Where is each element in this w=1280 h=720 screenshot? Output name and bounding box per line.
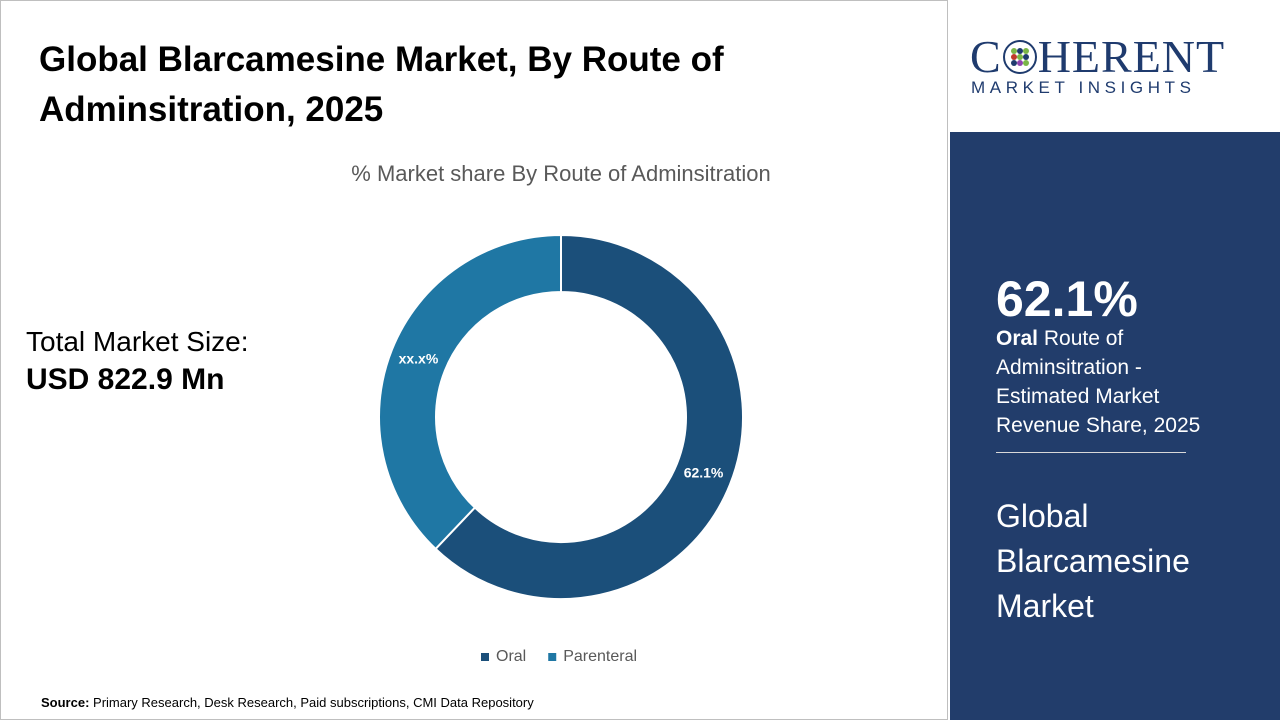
pie-slice [434, 233, 744, 600]
panel-title: Global Blarcamesine Market [996, 498, 1190, 624]
slide-title: Global Blarcamesine Market, By Route of … [39, 40, 724, 129]
logo-name-start: C [970, 31, 1002, 82]
logo-name: C HERENT [970, 30, 1225, 83]
logo-tagline: MARKET INSIGHTS [971, 78, 1196, 97]
highlight-value: 62.1% [996, 271, 1138, 327]
pie-slice [378, 233, 562, 551]
chart: % Market share By Route of Adminsitratio… [351, 161, 770, 665]
logo-name-end: HERENT [1037, 31, 1226, 82]
highlight-description: Oral Route of Adminsitration - Estimated… [996, 324, 1226, 440]
legend-label: Parenteral [563, 648, 637, 665]
data-label: 62.1% [684, 465, 724, 481]
separator [996, 452, 1186, 453]
highlight-segment: Oral [996, 327, 1039, 350]
market-size-label: Total Market Size: [26, 326, 249, 357]
highlight-text: Route of Adminsitration - Estimated Mark… [996, 327, 1201, 437]
content-area: Global Blarcamesine Market, By Route of … [0, 0, 948, 720]
logo: C HERENT MARKET INSIGHTS [950, 0, 1280, 130]
side-panel: 62.1% Oral Route of Adminsitration - Est… [950, 132, 1280, 720]
legend-label: Oral [496, 648, 526, 665]
logo-icon [1002, 39, 1037, 74]
source: Source: Primary Research, Desk Research,… [41, 695, 534, 710]
market-size-value: USD 822.9 Mn [26, 363, 225, 396]
source-label: Source: [41, 695, 90, 710]
data-label: xx.x% [399, 351, 439, 367]
source-text: Primary Research, Desk Research, Paid su… [93, 695, 534, 710]
legend-marker [548, 653, 557, 661]
legend-marker [481, 653, 489, 661]
chart-title: % Market share By Route of Adminsitratio… [351, 161, 770, 186]
